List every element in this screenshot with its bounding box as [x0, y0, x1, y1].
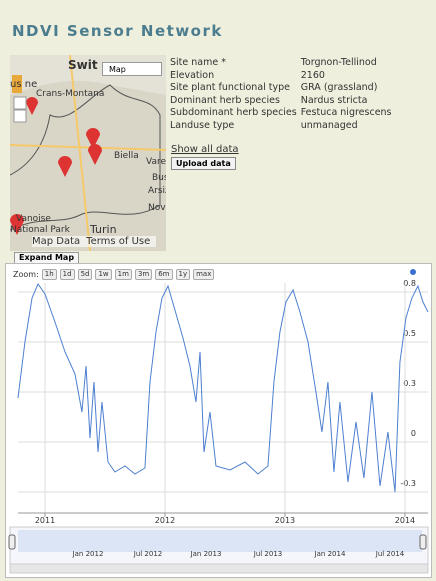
x-tick-label: 2013: [275, 516, 295, 525]
map-label: Nova: [148, 203, 166, 213]
site-row: Site plant functional type GRA (grassland…: [170, 82, 394, 95]
site-field: Site plant functional type: [170, 82, 291, 93]
zoom-button[interactable]: 6m: [155, 269, 173, 280]
border: [10, 84, 161, 231]
road: [10, 144, 166, 151]
site-field: Elevation: [170, 69, 215, 81]
navigator-label: Jan 2012: [72, 550, 104, 558]
upload-button[interactable]: Upload data: [171, 157, 236, 170]
navigator-label: Jul 2012: [133, 550, 163, 558]
y-tick-label: 0.5: [403, 329, 416, 338]
y-tick-label: 0: [411, 429, 416, 438]
data-line: [17, 282, 429, 493]
road: [69, 55, 91, 251]
site-field: Dominant herb species: [170, 94, 280, 106]
site-field: Site name *: [170, 57, 226, 68]
y-tick-label: -0.3: [400, 479, 416, 488]
navigator-handle[interactable]: [8, 534, 16, 550]
site-row: Site name * Torgnon-Tellinod: [170, 57, 394, 70]
series-marker: [410, 269, 416, 275]
marker: [10, 214, 24, 235]
site-value: Festuca nigrescens: [300, 107, 392, 118]
navigator-label: Jan 2013: [190, 550, 222, 558]
site-row: Elevation 2160: [170, 70, 394, 83]
x-tick-label: 2014: [395, 516, 415, 525]
site-field: Landuse type: [170, 119, 235, 131]
site-value: GRA (grassland): [300, 82, 378, 93]
site-value: 2160: [300, 69, 325, 81]
site-field: Subdominant herb species: [170, 107, 297, 118]
map-label: Turin: [90, 223, 117, 236]
map-label: Swit: [68, 58, 98, 72]
page-title: NDVI Sensor Network: [12, 22, 223, 40]
navigator-selection: [18, 530, 422, 552]
marker: [58, 156, 72, 177]
x-tick-label: 2011: [35, 516, 55, 525]
navigator-label: Jul 2014: [375, 550, 405, 558]
map-label: Vanoise: [16, 214, 51, 224]
terms-link[interactable]: Terms of Use: [86, 236, 151, 247]
zoom-out: [13, 109, 27, 123]
site-value: Nardus stricta: [300, 94, 368, 106]
zoom-bar: Zoom: 1h 1d 5d 1w 1m 3m 6m 1y max: [13, 269, 215, 280]
x-tick-label: 2012: [155, 516, 175, 525]
map[interactable]: Swit Crans-Montana Biella Bus Arsiz Nova…: [10, 55, 166, 251]
map-label: Vares: [146, 157, 166, 167]
map-data-link[interactable]: Map Data: [32, 236, 81, 247]
map-art: [10, 55, 166, 251]
navigator-label: Jul 2013: [253, 550, 283, 558]
site-row: Landuse type unmanaged: [170, 120, 394, 133]
show-all-link[interactable]: Show all data: [171, 144, 239, 155]
site-value: Torgnon-Tellinod: [300, 57, 377, 68]
site-info: Site name * Torgnon-Tellinod Elevation 2160…: [170, 57, 394, 132]
map-region: [10, 80, 166, 251]
map-label: Biella: [114, 151, 139, 161]
map-label: National Park: [10, 225, 70, 235]
map-label: Arsiz: [148, 186, 166, 196]
zoom-button[interactable]: max: [193, 269, 215, 280]
zoom-button[interactable]: 1y: [175, 269, 191, 280]
navigator-label: Jan 2014: [314, 550, 346, 558]
zoom-in: [13, 96, 27, 110]
site-row: Subdominant herb species Festuca nigresce…: [170, 107, 394, 120]
navigator-handle[interactable]: [419, 534, 427, 550]
y-tick-label: 0.3: [403, 379, 416, 388]
zoom-button[interactable]: 1m: [114, 269, 132, 280]
marker: [26, 97, 38, 115]
y-tick-label: 0.8: [403, 279, 416, 288]
markers: [10, 97, 102, 235]
marker: [86, 128, 100, 149]
map-label: us ne: [10, 79, 38, 90]
zoom-button[interactable]: 1h: [41, 269, 57, 280]
map-label: Bus: [152, 173, 166, 183]
site-value: unmanaged: [300, 119, 358, 131]
zoom-button[interactable]: 1w: [95, 269, 112, 280]
zoom-button[interactable]: 1d: [59, 269, 75, 280]
map-type-select[interactable]: Map: [102, 62, 162, 76]
marker: [88, 144, 102, 165]
zoom-button[interactable]: 5d: [77, 269, 93, 280]
scrollbar[interactable]: [9, 563, 429, 574]
zoom-button[interactable]: 3m: [134, 269, 153, 280]
site-row: Dominant herb species Nardus stricta: [170, 95, 394, 108]
zoom-label: Zoom:: [13, 270, 39, 279]
map-label: Crans-Montana: [36, 89, 105, 99]
pegman: [12, 75, 22, 93]
map-attribution: Map Data Terms of Use: [32, 236, 157, 247]
chart-container: [5, 263, 432, 578]
